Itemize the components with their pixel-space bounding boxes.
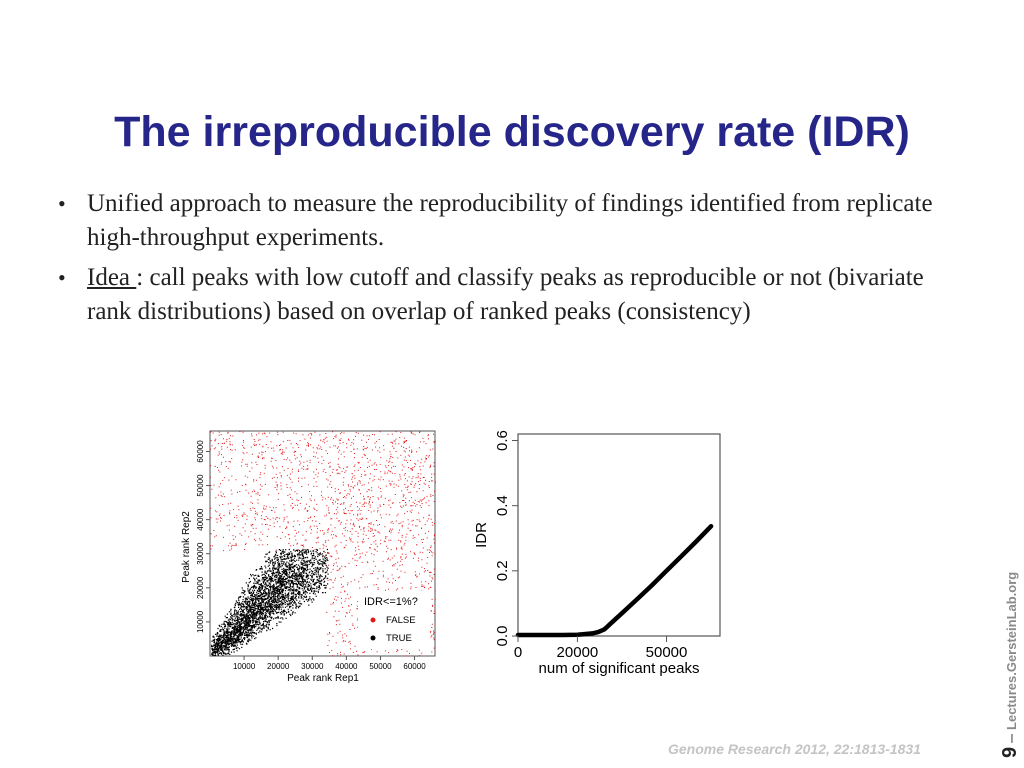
scatter-x-tick-label: 40000 [335,662,358,671]
scatter-plot: 10000 20000 30000 40000 50000 60000 10000 2000… [181,430,436,684]
idr-series-line [515,523,714,638]
scatter-legend-true: TRUE [386,633,412,644]
scatter-y-tick-label: 30000 [196,542,205,565]
scatter-y-tick-label: 40000 [196,508,205,531]
idr-y-tick-label: 0.6 [494,430,511,451]
idr-x-ticks: 0 20000 50000 [514,636,688,661]
scatter-y-tick-label: 10000 [196,610,205,633]
scatter-x-ticks: 10000 20000 30000 40000 50000 60000 [233,656,426,671]
bullet-lead: Idea [87,264,137,291]
bullet-icon: • [58,191,66,216]
side-footer: 9 – Lectures.GersteinLab.org [996,548,1024,758]
scatter-series-false [210,431,436,657]
scatter-x-tick-label: 10000 [233,662,256,671]
site-url: Lectures.GersteinLab.org [1004,571,1019,730]
bullet-item: • Idea : call peaks with low cutoff and … [58,261,958,329]
legend-true-marker [370,635,376,641]
scatter-x-tick-label: 60000 [403,662,426,671]
bullet-text-wrap: Idea : call peaks with low cutoff and cl… [87,261,958,329]
idr-line-chart: 0 20000 50000 0.0 0.2 0.4 0.6 num of signific… [473,430,721,677]
scatter-legend-title: IDR<=1%? [364,596,418,608]
scatter-points [210,431,436,657]
scatter-x-tick-label: 50000 [369,662,392,671]
scatter-x-tick-label: 30000 [301,662,324,671]
idr-y-tick-label: 0.0 [494,626,511,647]
scatter-y-tick-label: 50000 [196,474,205,497]
bullet-icon: • [58,265,66,290]
scatter-y-tick-label: 20000 [196,576,205,599]
idr-y-tick-label: 0.2 [494,560,511,581]
scatter-y-ticks: 10000 20000 30000 40000 50000 60000 [196,440,210,633]
scatter-legend-box [358,591,430,649]
page-number: 9 [999,746,1021,758]
scatter-x-label: Peak rank Rep1 [287,673,359,684]
scatter-y-tick-label: 60000 [196,440,205,463]
idr-frame [517,433,721,637]
scatter-legend-false: FALSE [386,615,416,626]
scatter-x-tick-label: 20000 [267,662,290,671]
idr-x-label: num of significant peaks [539,660,700,677]
idr-x-tick-label: 20000 [557,644,599,661]
idr-y-ticks: 0.0 0.2 0.4 0.6 [494,430,518,646]
idr-y-tick-label: 0.4 [494,495,511,516]
footer-separator: – [1003,733,1020,743]
legend-false-marker [370,617,376,623]
idr-x-tick-label: 50000 [646,644,688,661]
slide-title: The irreproducible discovery rate (IDR) [114,108,910,156]
bullet-text: Unified approach to measure the reproduc… [87,190,933,251]
scatter-series-true [211,548,329,657]
bullet-item: • Unified approach to measure the reprod… [58,187,958,255]
side-footer-text: 9 – Lectures.GersteinLab.org [996,548,1024,758]
bullet-text: : call peaks with low cutoff and classif… [87,264,924,325]
idr-x-tick-label: 0 [514,644,522,661]
citation: Genome Research 2012, 22:1813-1831 [668,741,921,757]
scatter-y-label: Peak rank Rep2 [181,511,192,583]
idr-y-label: IDR [473,522,490,548]
